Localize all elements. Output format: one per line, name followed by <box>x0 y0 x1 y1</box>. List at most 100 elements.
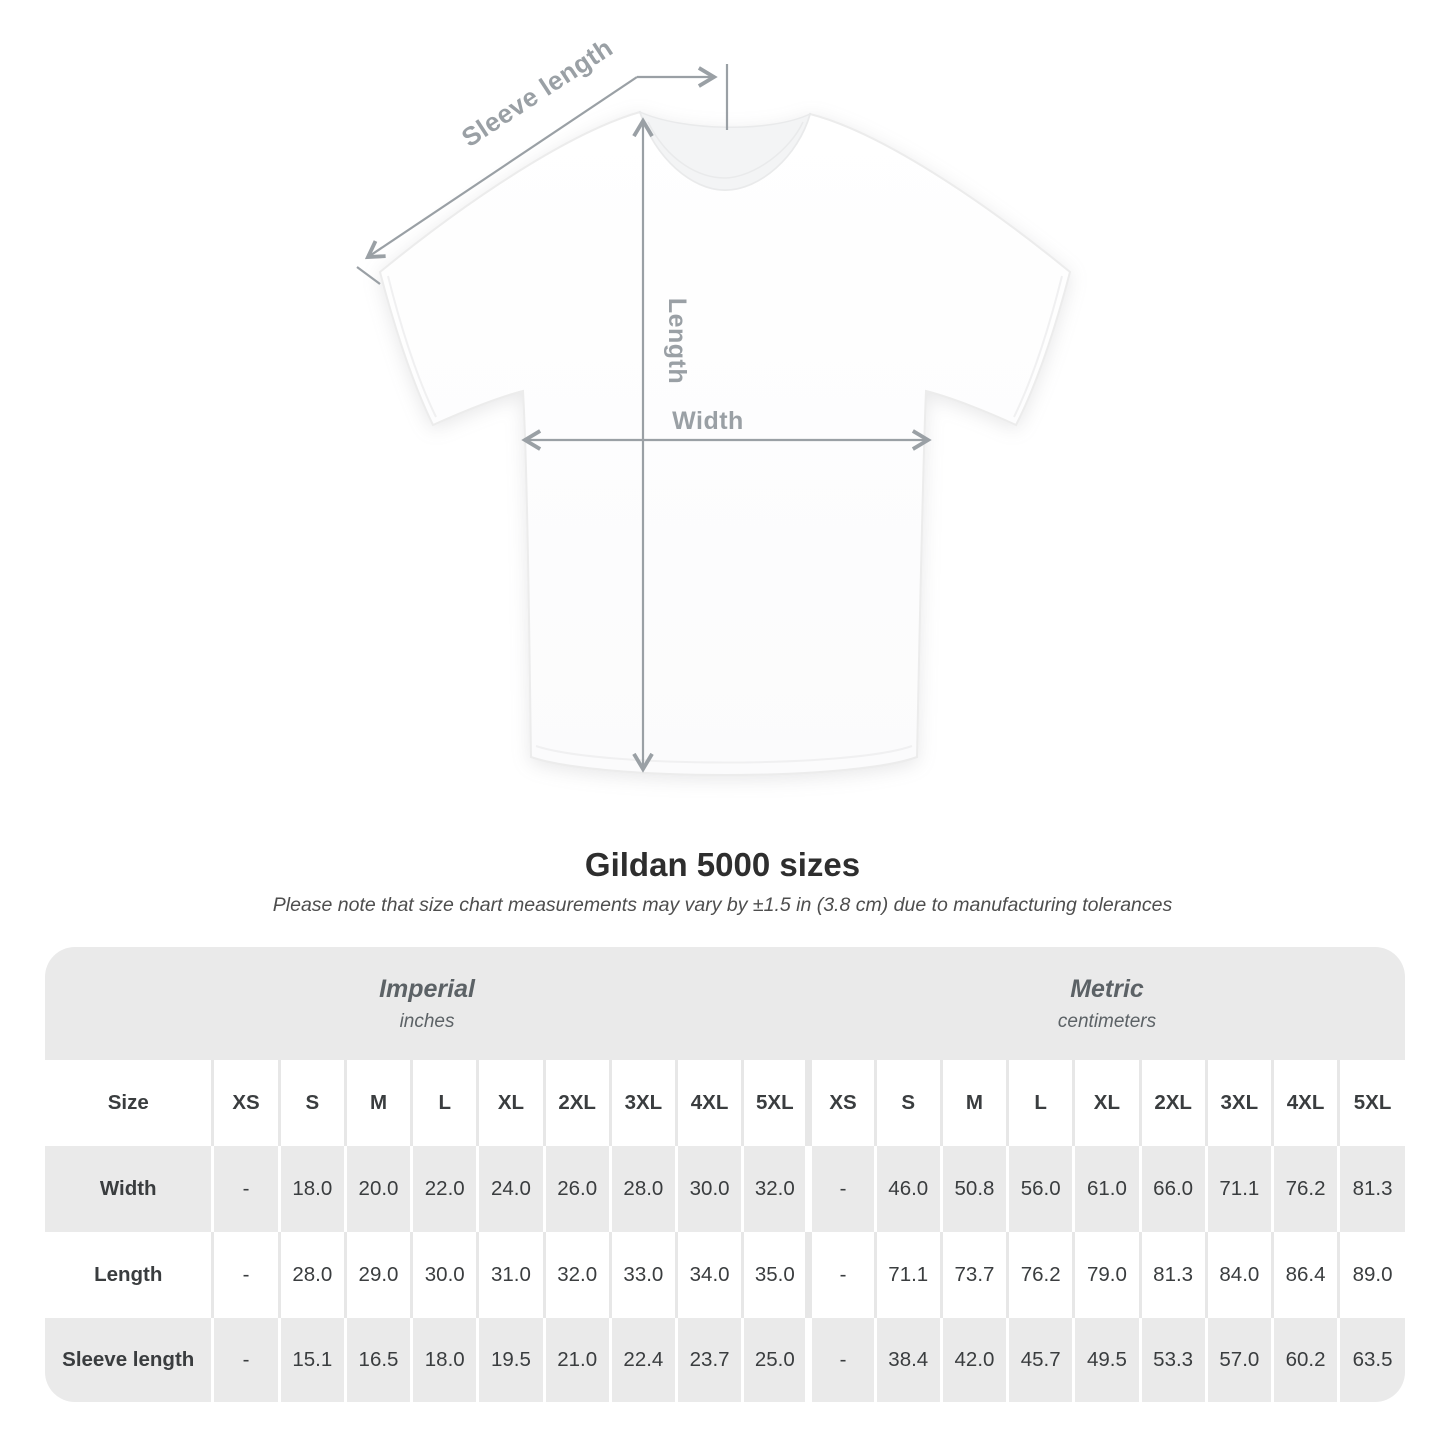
row-label: Width <box>45 1146 213 1232</box>
size-value: 76.2 <box>1270 1146 1339 1232</box>
size-header: 3XL <box>608 1060 677 1146</box>
size-header: XL <box>476 1060 545 1146</box>
size-header: XS <box>211 1060 280 1146</box>
table-row-width: Width - 18.0 20.0 22.0 24.0 26.0 28.0 30… <box>45 1146 1405 1232</box>
size-value: 23.7 <box>674 1318 743 1402</box>
size-value: 18.0 <box>277 1146 346 1232</box>
size-value: 16.5 <box>343 1318 412 1402</box>
length-label: Length <box>663 298 691 384</box>
size-value: 71.1 <box>1204 1146 1273 1232</box>
table-row-sleeve-length: Sleeve length - 15.1 16.5 18.0 19.5 21.0… <box>45 1318 1405 1402</box>
size-value: 24.0 <box>476 1146 545 1232</box>
size-value: 29.0 <box>343 1232 412 1318</box>
size-value: 63.5 <box>1337 1318 1405 1402</box>
size-value: 57.0 <box>1204 1318 1273 1402</box>
size-value: 79.0 <box>1072 1232 1141 1318</box>
size-header: L <box>410 1060 478 1146</box>
table-row-length: Length - 28.0 29.0 30.0 31.0 32.0 33.0 3… <box>45 1232 1405 1318</box>
size-value: 89.0 <box>1337 1232 1405 1318</box>
size-value: 76.2 <box>1006 1232 1074 1318</box>
size-value: 30.0 <box>410 1232 478 1318</box>
collar <box>638 110 812 191</box>
hem-seam <box>535 745 913 764</box>
row-label: Sleeve length <box>45 1318 213 1402</box>
page-title: Gildan 5000 sizes <box>584 846 861 883</box>
size-value: 66.0 <box>1138 1146 1207 1232</box>
size-value: - <box>211 1232 280 1318</box>
size-value: 71.1 <box>873 1232 942 1318</box>
size-header: S <box>277 1060 346 1146</box>
metric-unit: centimeters <box>1057 1010 1157 1032</box>
size-value: 22.4 <box>608 1318 677 1402</box>
size-header: 4XL <box>1270 1060 1339 1146</box>
imperial-unit: inches <box>399 1010 455 1032</box>
sleeve-length-diagonal-arrow <box>364 76 638 260</box>
collar-seam <box>647 121 804 179</box>
size-value: 28.0 <box>608 1146 677 1232</box>
size-value: 42.0 <box>939 1318 1008 1402</box>
size-value: 60.2 <box>1270 1318 1339 1402</box>
size-value: 22.0 <box>410 1146 478 1232</box>
size-value: 19.5 <box>476 1318 545 1402</box>
size-value: 32.0 <box>542 1232 611 1318</box>
right-cuff-seam <box>1013 275 1063 418</box>
size-header: S <box>873 1060 942 1146</box>
unit-group-imperial: Imperial inches <box>45 947 809 1060</box>
metric-title: Metric <box>1070 974 1144 1003</box>
size-value: 33.0 <box>608 1232 677 1318</box>
size-value: 26.0 <box>542 1146 611 1232</box>
size-header: 2XL <box>1138 1060 1207 1146</box>
size-header: 3XL <box>1204 1060 1273 1146</box>
size-value: 49.5 <box>1072 1318 1141 1402</box>
unit-header-band: Imperial inches Metric centimeters <box>45 947 1405 1060</box>
tshirt-diagram: Sleeve length Length Width <box>356 32 1072 776</box>
tshirt-image <box>378 110 1072 776</box>
size-header: M <box>343 1060 412 1146</box>
imperial-title: Imperial <box>379 974 475 1003</box>
page-subtitle: Please note that size chart measurements… <box>272 894 1173 916</box>
size-value: 38.4 <box>873 1318 942 1402</box>
size-value: - <box>211 1318 280 1402</box>
size-value: 30.0 <box>674 1146 743 1232</box>
size-value: 53.3 <box>1138 1318 1207 1402</box>
size-value: 21.0 <box>542 1318 611 1402</box>
size-column-header: Size <box>45 1060 213 1146</box>
size-value: 31.0 <box>476 1232 545 1318</box>
size-value: 15.1 <box>277 1318 346 1402</box>
size-header: M <box>939 1060 1008 1146</box>
size-header: L <box>1006 1060 1074 1146</box>
size-value: - <box>805 1318 876 1402</box>
size-value: 56.0 <box>1006 1146 1074 1232</box>
row-label: Length <box>45 1232 213 1318</box>
size-value: 25.0 <box>741 1318 809 1402</box>
size-value: 73.7 <box>939 1232 1008 1318</box>
size-value: 45.7 <box>1006 1318 1074 1402</box>
size-value: 32.0 <box>741 1146 809 1232</box>
size-value: 18.0 <box>410 1318 478 1402</box>
size-value: 35.0 <box>741 1232 809 1318</box>
size-value: 50.8 <box>939 1146 1008 1232</box>
size-header: 4XL <box>674 1060 743 1146</box>
size-header: XL <box>1072 1060 1141 1146</box>
size-table: Size XS S M L XL 2XL 3XL 4XL 5XL XS S M … <box>45 1060 1405 1402</box>
size-header: 2XL <box>542 1060 611 1146</box>
size-value: 86.4 <box>1270 1232 1339 1318</box>
size-header: 5XL <box>741 1060 809 1146</box>
size-chart-table: Imperial inches Metric centimeters Size … <box>45 947 1405 1402</box>
size-value: 20.0 <box>343 1146 412 1232</box>
size-value: - <box>805 1146 876 1232</box>
size-value: 81.3 <box>1138 1232 1207 1318</box>
left-cuff-seam <box>387 275 437 418</box>
unit-group-metric: Metric centimeters <box>809 947 1405 1060</box>
size-value: 28.0 <box>277 1232 346 1318</box>
size-value: - <box>805 1232 876 1318</box>
size-value: 34.0 <box>674 1232 743 1318</box>
size-value: - <box>211 1146 280 1232</box>
size-value: 84.0 <box>1204 1232 1273 1318</box>
size-header: XS <box>805 1060 876 1146</box>
size-value: 81.3 <box>1337 1146 1405 1232</box>
size-value: 61.0 <box>1072 1146 1141 1232</box>
table-header-row: Size XS S M L XL 2XL 3XL 4XL 5XL XS S M … <box>45 1060 1405 1146</box>
sleeve-end-tick <box>356 266 381 285</box>
